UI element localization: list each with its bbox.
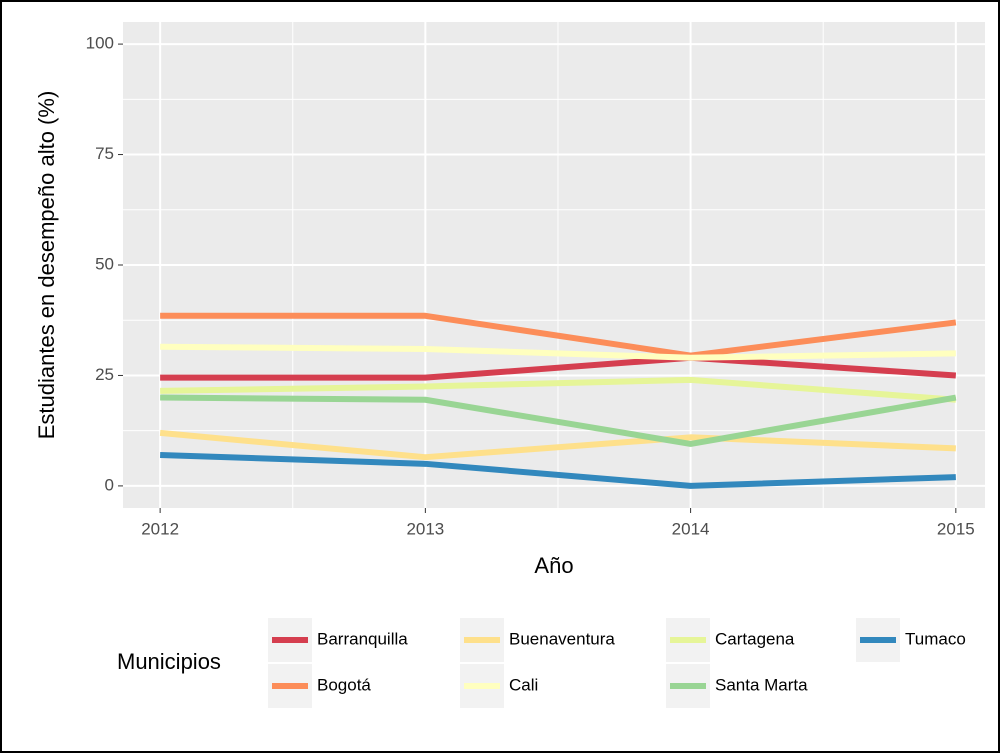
y-axis-title: Estudiantes en desempeño alto (%) — [34, 91, 59, 440]
x-tick-label: 2014 — [672, 519, 710, 538]
series-line — [160, 376, 957, 403]
x-tick-label: 2013 — [406, 519, 444, 538]
y-tick-label: 0 — [105, 475, 114, 494]
legend-label: Cartagena — [715, 629, 795, 648]
x-tick-label: 2015 — [937, 519, 975, 538]
legend-label: Buenaventura — [509, 629, 615, 648]
y-tick-label: 100 — [86, 34, 114, 53]
x-tick-label: 2012 — [141, 519, 179, 538]
legend-label: Barranquilla — [317, 629, 408, 648]
series-line — [160, 343, 956, 361]
y-tick-label: 50 — [95, 254, 114, 273]
legend-label: Santa Marta — [715, 675, 808, 694]
y-tick-label: 25 — [95, 365, 114, 384]
series-line — [160, 354, 957, 381]
legend-label: Cali — [509, 675, 538, 694]
y-tick-label: 75 — [95, 144, 114, 163]
series-line — [160, 312, 957, 359]
legend-title: Municipios — [117, 649, 221, 674]
legend-label: Tumaco — [905, 629, 966, 648]
series-line — [159, 429, 956, 461]
legend-label: Bogotá — [317, 675, 371, 694]
x-axis-title: Año — [534, 553, 573, 578]
series-line — [160, 451, 956, 489]
series-line — [160, 394, 957, 447]
